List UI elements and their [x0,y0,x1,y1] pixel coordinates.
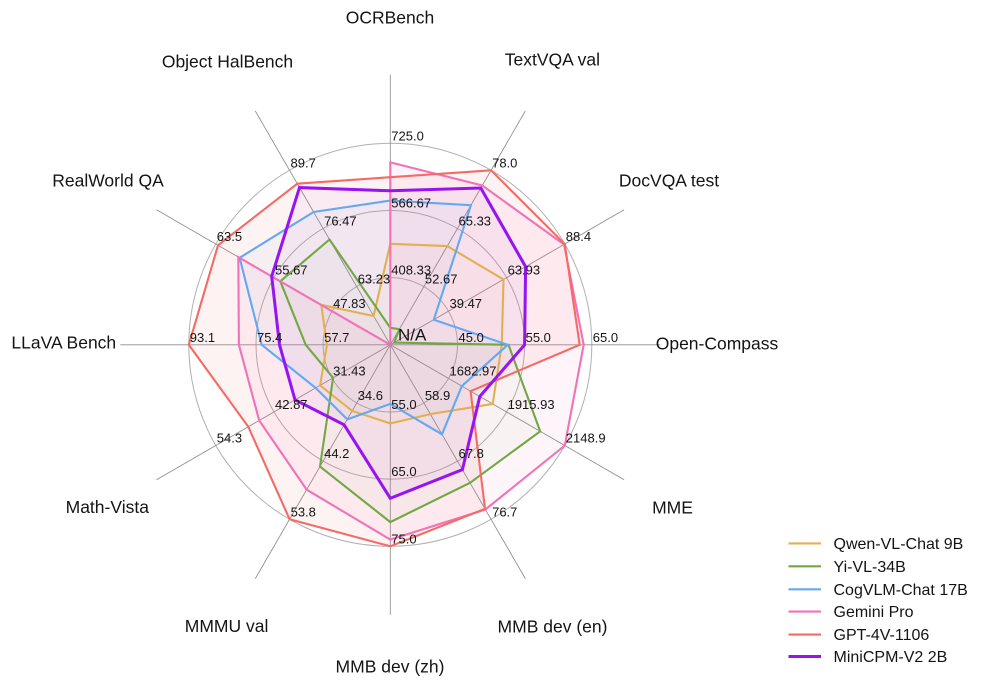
svg-text:Yi-VL-34B: Yi-VL-34B [834,559,906,576]
svg-text:75.0: 75.0 [391,531,416,546]
svg-text:MME: MME [652,498,693,518]
svg-text:44.2: 44.2 [324,446,349,461]
svg-text:47.83: 47.83 [333,296,366,311]
svg-text:54.3: 54.3 [217,431,242,446]
svg-text:1915.93: 1915.93 [508,397,555,412]
svg-text:Open-Compass: Open-Compass [656,334,779,354]
svg-text:GPT-4V-1106: GPT-4V-1106 [834,627,930,644]
svg-text:CogVLM-Chat 17B: CogVLM-Chat 17B [834,582,968,599]
svg-text:88.4: 88.4 [566,229,591,244]
svg-text:55.0: 55.0 [391,397,416,412]
svg-text:MMB dev (zh): MMB dev (zh) [336,657,445,677]
svg-text:RealWorld QA: RealWorld QA [52,171,164,191]
svg-text:2148.9: 2148.9 [566,431,606,446]
svg-text:Math-Vista: Math-Vista [66,497,150,517]
svg-text:MMB dev (en): MMB dev (en) [498,617,608,637]
svg-text:OCRBench: OCRBench [346,8,435,28]
svg-text:55.0: 55.0 [526,330,551,345]
svg-text:Gemini Pro: Gemini Pro [834,604,914,621]
svg-text:75.4: 75.4 [257,330,282,345]
svg-text:76.47: 76.47 [324,214,357,229]
svg-text:63.23: 63.23 [358,272,391,287]
svg-text:58.9: 58.9 [425,388,450,403]
svg-text:N/A: N/A [398,326,427,345]
svg-text:63.5: 63.5 [217,229,242,244]
svg-text:408.33: 408.33 [391,263,431,278]
svg-text:52.67: 52.67 [425,272,458,287]
svg-text:MMMU val: MMMU val [185,616,269,636]
svg-text:45.0: 45.0 [459,330,484,345]
svg-text:LLaVA Bench: LLaVA Bench [11,332,116,352]
svg-text:MiniCPM-V2 2B: MiniCPM-V2 2B [834,649,948,666]
svg-text:65.0: 65.0 [593,330,618,345]
svg-text:566.67: 566.67 [391,196,431,211]
svg-text:39.47: 39.47 [450,296,483,311]
svg-text:1682.97: 1682.97 [450,363,497,378]
svg-text:42.87: 42.87 [275,397,308,412]
svg-text:53.8: 53.8 [291,504,316,519]
svg-text:725.0: 725.0 [391,128,424,143]
svg-text:Qwen-VL-Chat 9B: Qwen-VL-Chat 9B [834,536,964,553]
svg-text:78.0: 78.0 [492,155,517,170]
svg-text:67.8: 67.8 [459,446,484,461]
svg-text:57.7: 57.7 [324,330,349,345]
svg-text:65.33: 65.33 [459,214,492,229]
svg-text:DocVQA test: DocVQA test [619,171,719,191]
svg-text:55.67: 55.67 [275,263,308,278]
svg-text:TextVQA val: TextVQA val [505,50,600,70]
svg-text:31.43: 31.43 [333,363,366,378]
svg-text:93.1: 93.1 [190,330,215,345]
svg-text:65.0: 65.0 [391,464,416,479]
svg-text:76.7: 76.7 [492,504,517,519]
svg-text:89.7: 89.7 [291,155,316,170]
svg-text:34.6: 34.6 [358,388,383,403]
svg-text:63.93: 63.93 [508,263,541,278]
svg-text:Object HalBench: Object HalBench [162,52,293,72]
